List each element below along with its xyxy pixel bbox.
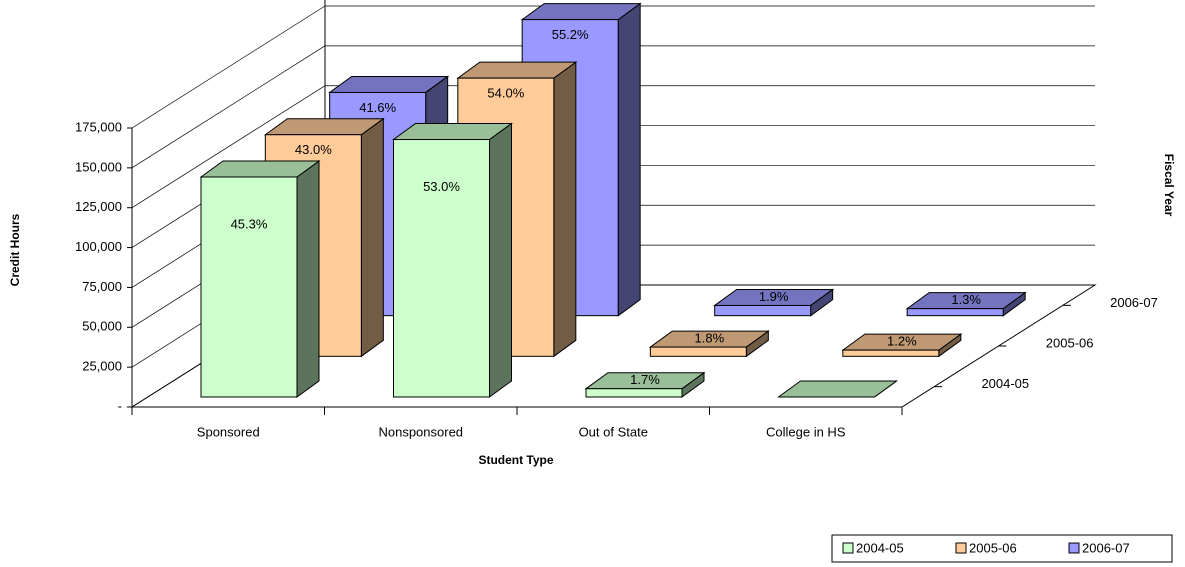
data-label: 1.2% (887, 334, 917, 349)
legend-swatch (842, 542, 854, 554)
data-label: 53.0% (423, 179, 460, 194)
x-tick-label: Out of State (579, 424, 648, 439)
bar (200, 176, 298, 398)
y-tick-label: 25,000 (82, 359, 122, 374)
y-axis-label: Credit Hours (8, 213, 22, 286)
y-tick-label: 150,000 (75, 159, 122, 174)
x-tick-label: Nonsponsored (378, 424, 463, 439)
bar-side (296, 160, 320, 398)
z-tick-label: 2004-05 (981, 376, 1029, 391)
y-tick-label: 175,000 (75, 119, 122, 134)
x-axis-label: Student Type (478, 453, 553, 467)
x-tick-label: College in HS (766, 424, 846, 439)
z-axis-label: Fiscal Year (1162, 154, 1176, 217)
bar (585, 388, 683, 398)
legend-box (831, 534, 1173, 563)
legend-swatch (955, 542, 967, 554)
data-label: 1.9% (759, 289, 789, 304)
data-label: 1.3% (951, 292, 981, 307)
bar-top (776, 380, 899, 398)
legend-swatch (1068, 542, 1080, 554)
legend-label: 2004-05 (856, 540, 904, 555)
bar-side (617, 2, 641, 317)
bar (649, 346, 747, 357)
bar (393, 139, 490, 398)
data-label: 45.3% (231, 216, 268, 231)
data-label: 43.0% (295, 142, 332, 157)
z-tick-label: 2006-07 (1110, 295, 1158, 310)
grid-line (131, 85, 326, 209)
y-tick-label: 50,000 (82, 319, 122, 334)
bar (842, 349, 940, 357)
data-label: 1.7% (630, 372, 660, 387)
y-tick-label: 75,000 (82, 279, 122, 294)
x-tick-label: Sponsored (197, 424, 260, 439)
data-label: 41.6% (359, 100, 396, 115)
legend-label: 2006-07 (1082, 540, 1130, 555)
bar (714, 304, 812, 317)
bar (906, 308, 1004, 317)
y-tick-label: 100,000 (75, 239, 122, 254)
bar-side (553, 61, 577, 358)
z-tick-label: 2005-06 (1046, 335, 1094, 350)
data-label: 1.8% (695, 331, 725, 346)
y-tick-label: - (118, 398, 122, 413)
bar-side (489, 122, 512, 398)
legend-label: 2005-06 (969, 540, 1017, 555)
grid-line (131, 45, 326, 169)
bar-side (360, 117, 384, 358)
y-tick-label: 125,000 (75, 199, 122, 214)
grid-line (131, 5, 326, 129)
data-label: 55.2% (552, 27, 589, 42)
data-label: 54.0% (487, 86, 524, 101)
